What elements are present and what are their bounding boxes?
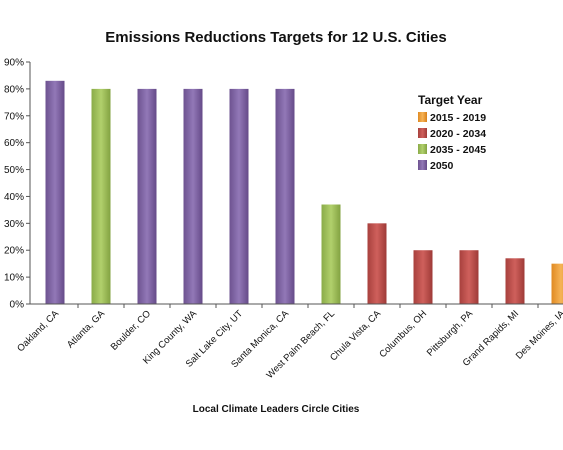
bar bbox=[137, 88, 157, 304]
bar bbox=[459, 250, 479, 304]
legend-swatch bbox=[418, 112, 427, 122]
x-tick-label: Atlanta, GA bbox=[65, 308, 108, 351]
legend-swatch bbox=[418, 128, 427, 138]
y-tick-label: 20% bbox=[4, 246, 24, 257]
bar bbox=[551, 263, 563, 304]
bar bbox=[91, 88, 111, 304]
bar bbox=[505, 258, 525, 304]
bar bbox=[321, 204, 341, 304]
bar bbox=[275, 88, 295, 304]
legend-swatch bbox=[418, 144, 427, 154]
legend-label: 2015 - 2019 bbox=[430, 112, 486, 124]
y-tick-label: 30% bbox=[4, 219, 24, 230]
bars bbox=[45, 80, 563, 304]
y-tick-label: 90% bbox=[4, 58, 24, 69]
y-axis: 0% 10% 20% 30% 40% 50% 60% 70% 80% 90% bbox=[4, 58, 30, 311]
y-tick-label: 80% bbox=[4, 84, 24, 95]
legend-swatch bbox=[418, 160, 427, 170]
y-tick-label: 70% bbox=[4, 111, 24, 122]
legend-label: 2050 bbox=[430, 160, 454, 172]
y-tick-label: 10% bbox=[4, 273, 24, 284]
legend-label: 2020 - 2034 bbox=[430, 128, 486, 140]
chart-title: Emissions Reductions Targets for 12 U.S.… bbox=[105, 29, 446, 46]
x-tick-label: Boulder, CO bbox=[109, 308, 153, 352]
bar bbox=[367, 223, 387, 304]
legend-title: Target Year bbox=[418, 93, 483, 107]
x-tick-label: Pittsburgh, PA bbox=[425, 308, 476, 359]
y-tick-label: 50% bbox=[4, 165, 24, 176]
bar bbox=[413, 250, 433, 304]
x-tick-label: Des Moines, IA bbox=[514, 308, 563, 362]
legend: Target Year 2015 - 2019 2020 - 2034 2035 -… bbox=[418, 93, 486, 172]
y-tick-label: 0% bbox=[10, 300, 25, 311]
x-tick-label: Oakland, CA bbox=[15, 308, 61, 354]
x-tick-label: Columbus, OH bbox=[377, 308, 429, 360]
x-axis-title: Local Climate Leaders Circle Cities bbox=[193, 404, 360, 415]
y-tick-label: 40% bbox=[4, 192, 24, 203]
bar bbox=[229, 88, 249, 304]
legend-label: 2035 - 2045 bbox=[430, 144, 486, 156]
y-tick-label: 60% bbox=[4, 138, 24, 149]
bar bbox=[183, 88, 203, 304]
bar bbox=[45, 80, 65, 304]
